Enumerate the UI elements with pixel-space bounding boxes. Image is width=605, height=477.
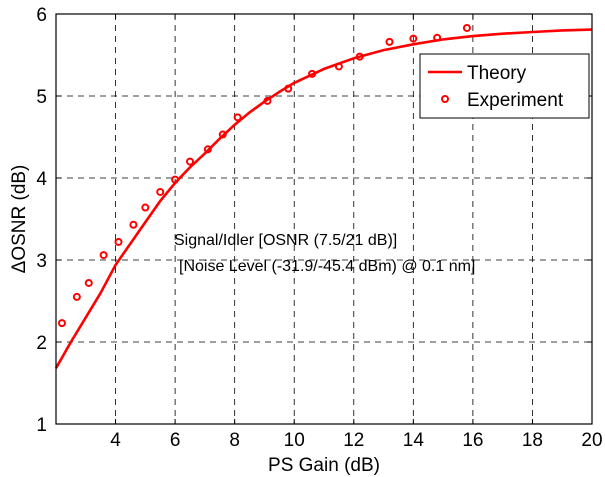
x-tick-label: 16 bbox=[462, 430, 483, 451]
x-axis-title: PS Gain (dB) bbox=[268, 455, 380, 476]
experiment-point bbox=[84, 278, 93, 287]
annotation-line-2: [Noise Level (-31.9/-45.4 dBm) @ 0.1 nm] bbox=[179, 258, 475, 275]
y-tick-label: 4 bbox=[36, 169, 47, 190]
legend: Theory Experiment bbox=[419, 53, 590, 119]
experiment-point bbox=[409, 34, 418, 43]
experiment-point bbox=[171, 175, 180, 184]
y-tick-label: 6 bbox=[36, 5, 47, 26]
x-tick-label: 6 bbox=[170, 430, 181, 451]
experiment-point bbox=[72, 292, 81, 301]
legend-box bbox=[419, 53, 590, 119]
annotation-line-1: Signal/Idler [OSNR (7.5/21 dB)] bbox=[174, 232, 397, 249]
experiment-point bbox=[263, 96, 272, 105]
y-tick-label: 5 bbox=[36, 87, 47, 108]
experiment-point bbox=[334, 62, 343, 71]
experiment-point bbox=[433, 33, 442, 42]
y-tick-label: 1 bbox=[36, 415, 47, 436]
experiment-point bbox=[308, 69, 317, 78]
x-tick-label: 14 bbox=[403, 430, 425, 451]
experiment-point bbox=[99, 251, 108, 260]
experiment-point bbox=[203, 145, 212, 154]
experiment-point bbox=[129, 220, 138, 229]
x-tick-label: 4 bbox=[110, 430, 121, 451]
y-axis-title: ΔOSNR (dB) bbox=[9, 165, 30, 274]
experiment-point bbox=[462, 23, 471, 32]
experiment-point bbox=[355, 52, 364, 61]
legend-experiment-label: Experiment bbox=[467, 90, 564, 111]
experiment-point bbox=[233, 113, 242, 122]
x-tick-label: 18 bbox=[522, 430, 543, 451]
experiment-point bbox=[284, 84, 293, 93]
legend-experiment-marker bbox=[441, 95, 449, 103]
experiment-point bbox=[156, 187, 165, 196]
experiment-point bbox=[218, 130, 227, 139]
x-tick-label: 10 bbox=[284, 430, 305, 451]
y-tick-label: 2 bbox=[36, 333, 47, 354]
x-tick-label: 20 bbox=[581, 430, 602, 451]
experiment-point bbox=[114, 237, 123, 246]
experiment-point bbox=[186, 157, 194, 166]
plot-frame bbox=[55, 13, 593, 425]
experiment-point bbox=[57, 319, 66, 328]
experiment-point bbox=[141, 203, 150, 212]
theory-line bbox=[54, 28, 593, 369]
series-layer bbox=[54, 23, 593, 369]
experiment-point bbox=[385, 37, 394, 46]
y-tick-label: 3 bbox=[36, 251, 47, 272]
x-tick-label: 12 bbox=[343, 430, 364, 451]
legend-theory-label: Theory bbox=[467, 63, 527, 84]
x-tick-label: 8 bbox=[229, 430, 240, 451]
